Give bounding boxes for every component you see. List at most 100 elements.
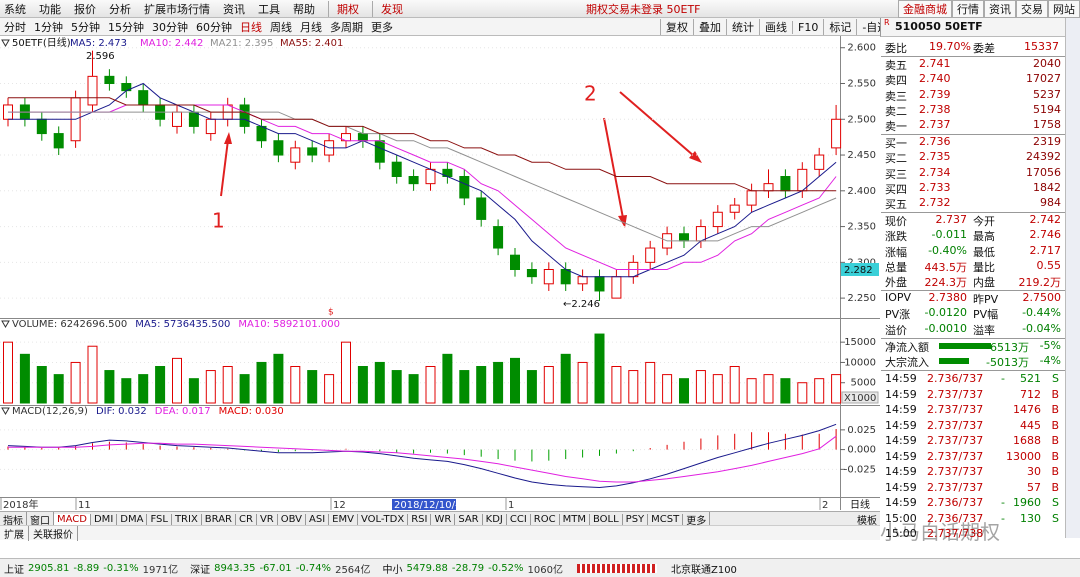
trade-price: 2.737/737 — [927, 387, 984, 401]
bottom-tab[interactable]: 扩展 — [0, 525, 29, 541]
status-field: 中小 — [382, 564, 403, 576]
trade-time: 14:59 — [885, 372, 917, 386]
indicator-tab[interactable]: ROC — [531, 513, 560, 525]
indicator-tab[interactable]: MTM — [560, 513, 590, 525]
menu-item[interactable]: 工具 — [258, 2, 280, 16]
volume-bar — [425, 366, 436, 404]
quote-row: 外盘 224.3万 内盘 219.2万 — [883, 274, 1063, 289]
menu-special[interactable]: 期权 — [328, 0, 359, 17]
indicator-tab[interactable]: MCST — [648, 513, 684, 525]
trade-price: 2.737/737 — [927, 434, 984, 448]
period-tab[interactable]: 周线 — [270, 20, 292, 34]
tool-button[interactable]: 复权 — [660, 19, 693, 35]
period-tab[interactable]: 日线 — [240, 20, 262, 34]
indicator-tab[interactable]: FSL — [147, 513, 172, 525]
indicator-tab[interactable]: 指标 — [0, 511, 27, 527]
indicator-tab[interactable]: CCI — [507, 513, 531, 525]
plot-bg — [0, 36, 840, 498]
volume-bar — [36, 366, 47, 404]
login-status: 期权交易未登录 50ETF — [586, 2, 701, 16]
menu-item[interactable]: 帮助 — [293, 2, 315, 16]
indicator-tab[interactable]: SAR — [455, 513, 483, 525]
menu-special[interactable]: 发现 — [372, 0, 403, 17]
trade-volume: 1476 — [1013, 403, 1041, 417]
indicator-tab[interactable]: CR — [236, 513, 257, 525]
indicator-tab[interactable]: RSI — [408, 513, 432, 525]
indicator-tab[interactable]: 窗口 — [27, 511, 54, 527]
menu-item[interactable]: 功能 — [39, 2, 61, 16]
y-tick-label: 0.000 — [847, 445, 876, 456]
quote-price: 2.739 — [919, 87, 951, 101]
y-tick-label: 2.250 — [847, 293, 876, 304]
indicator-tab[interactable]: ASI — [306, 513, 330, 525]
indicator-tab[interactable]: DMA — [117, 513, 148, 525]
legend-entry: MA10: 2.442 — [140, 38, 203, 49]
bottom-tab[interactable]: 关联报价 — [29, 525, 78, 541]
top-button[interactable]: 资讯 — [984, 0, 1016, 18]
tool-button[interactable]: F10 — [792, 20, 823, 34]
candle-body — [611, 276, 622, 299]
volume-bar — [729, 366, 740, 404]
menu-item[interactable]: 资讯 — [223, 2, 245, 16]
indicator-tab[interactable]: TRIX — [172, 513, 202, 525]
quote-value: 224.3万 — [924, 276, 968, 289]
ma-line — [8, 82, 837, 278]
trade-price: 2.736/737 — [927, 511, 984, 525]
period-tab[interactable]: 分时 — [4, 20, 26, 34]
indicator-tab[interactable]: MACD — [54, 513, 91, 525]
tool-button[interactable]: 叠加 — [693, 19, 726, 35]
indicator-tab[interactable]: PSY — [623, 513, 649, 525]
indicator-tab[interactable]: VOL-TDX — [358, 513, 409, 525]
quote-price: 2.733 — [919, 180, 951, 194]
volume-bar — [611, 366, 622, 404]
template-button[interactable]: 模板 — [857, 515, 877, 527]
trade-side: B — [1051, 387, 1059, 401]
indicator-tab[interactable]: BOLL — [590, 513, 623, 525]
candle-body — [493, 226, 504, 249]
quote-volume: 24392 — [1026, 150, 1061, 164]
period-tab[interactable]: 5分钟 — [71, 20, 100, 34]
top-button[interactable]: 行情 — [952, 0, 984, 18]
period-tab[interactable]: 月线 — [300, 20, 322, 34]
indicator-tab[interactable]: 更多 — [683, 511, 711, 527]
trade-row: 15:00 2.737/738 — [883, 527, 1063, 542]
quote-row: IOPV 2.7380 昨PV 2.7500 — [883, 291, 1063, 306]
top-button[interactable]: 金融商城 — [898, 0, 952, 18]
collapse-icon — [1, 39, 10, 47]
menu-item[interactable]: 分析 — [109, 2, 131, 16]
menu-item[interactable]: 报价 — [74, 2, 96, 16]
indicator-tab[interactable]: WR — [431, 513, 456, 525]
top-button[interactable]: 交易 — [1016, 0, 1048, 18]
volume-bar — [53, 374, 64, 404]
flow-pct: -4% — [1039, 354, 1061, 367]
volume-bar — [256, 361, 267, 404]
menu-item[interactable]: 扩展市场行情 — [144, 2, 210, 16]
period-tab[interactable]: 30分钟 — [152, 20, 188, 34]
period-tab[interactable]: 1分钟 — [34, 20, 63, 34]
period-tab[interactable]: 多周期 — [330, 20, 363, 34]
flow-value: -6513万 — [986, 340, 1029, 354]
menu-item[interactable]: 系统 — [4, 2, 26, 16]
period-tab[interactable]: 15分钟 — [108, 20, 144, 34]
quote-label: 卖四 — [885, 74, 907, 88]
period-tab[interactable]: 更多 — [371, 20, 393, 34]
indicator-tab[interactable]: KDJ — [483, 513, 507, 525]
tool-button[interactable]: 画线 — [759, 19, 792, 35]
top-button[interactable]: 网站 — [1048, 0, 1080, 18]
indicator-tab[interactable]: BRAR — [202, 513, 236, 525]
chart-title: 50ETF(日线) — [12, 36, 71, 49]
annotation: 2.596 — [86, 51, 115, 62]
indicator-tab[interactable]: DMI — [91, 513, 118, 525]
tool-button[interactable]: 标记 — [823, 19, 856, 35]
quote-volume: 1758 — [1033, 118, 1061, 131]
period-tab[interactable]: 60分钟 — [196, 20, 232, 34]
volume-bar — [19, 353, 30, 404]
x-tick-label: 11 — [78, 500, 91, 511]
trade-row: 14:59 2.737/737 1688 B — [883, 434, 1063, 449]
indicator-tab[interactable]: EMV — [329, 513, 358, 525]
volume-bar — [780, 378, 791, 404]
tool-button[interactable]: 统计 — [726, 19, 759, 35]
indicator-tab[interactable]: VR — [257, 513, 278, 525]
trade-side: B — [1051, 465, 1059, 479]
indicator-tab[interactable]: OBV — [278, 513, 306, 525]
